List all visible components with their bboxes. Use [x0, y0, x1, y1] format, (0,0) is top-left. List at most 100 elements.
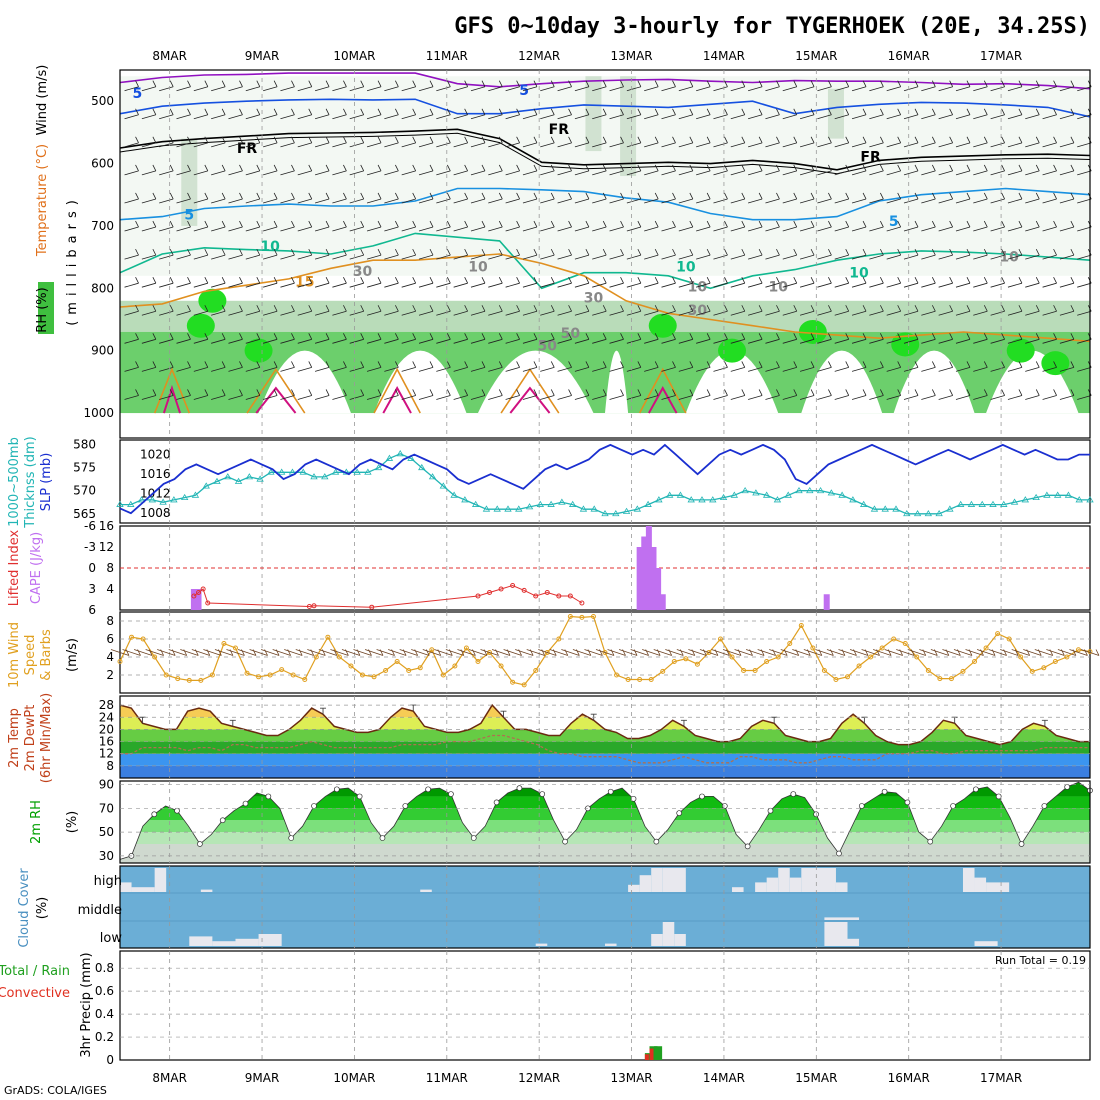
low-cloud-block [824, 922, 848, 946]
wind-barb [1042, 164, 1057, 176]
wind-barb [1059, 361, 1075, 372]
rh-point [881, 788, 888, 795]
wind-speed-point [706, 650, 712, 655]
wind-barb [193, 220, 209, 232]
wind-barb [834, 361, 850, 372]
thickness-marker [730, 491, 739, 498]
wind-speed-point [348, 663, 354, 669]
thickness-marker [859, 500, 868, 507]
precip-tick: 0 [106, 1053, 114, 1067]
wind-barb [1007, 333, 1023, 344]
top-date-label: 14MAR [703, 49, 745, 63]
wind-barb [540, 277, 555, 288]
wind-speed-point [660, 668, 666, 674]
thickness-marker [795, 486, 803, 494]
thickness-marker [159, 498, 167, 505]
wind-barb [1059, 220, 1075, 232]
wind-barb [245, 305, 261, 316]
wind-barb [973, 136, 988, 148]
wind-barb [886, 361, 902, 372]
contour-label: 10 [676, 259, 696, 275]
wind-barb [1059, 277, 1075, 288]
wind-barb [713, 192, 728, 204]
wind-barb [193, 277, 209, 288]
wind-barb [314, 80, 330, 92]
low-cloud-block [974, 941, 998, 946]
wind-barb [834, 80, 850, 92]
wind-barb [401, 108, 417, 120]
wind-barb [228, 248, 243, 260]
temp2m-axis-label: (6hr Min/Max) [39, 693, 54, 783]
cape-tick: 16 [99, 519, 114, 533]
wind-speed-point [1018, 654, 1024, 660]
rh-point [562, 838, 568, 845]
wind-barb [1042, 277, 1057, 288]
wind-barb [661, 389, 676, 400]
wind-barb [851, 192, 867, 204]
wind-barb [176, 333, 191, 344]
wind-barb [470, 220, 486, 232]
wind-barb [470, 164, 486, 176]
wind-speed-point [810, 645, 816, 651]
bottom-date-label: 10MAR [333, 1071, 375, 1085]
li-point [579, 600, 585, 606]
wind-speed-point [221, 641, 227, 646]
contour-label: 10 [999, 249, 1019, 265]
wind-barb [661, 305, 676, 316]
cape-bar [659, 594, 666, 610]
wind-barb [263, 192, 278, 204]
wind-speed-point [1029, 668, 1035, 674]
thickness-tick: 575 [73, 461, 96, 475]
wind-barb [938, 164, 954, 176]
wind-barb [851, 305, 867, 316]
high-cloud-block [766, 877, 779, 892]
rh-point [311, 803, 317, 809]
wind-barb [418, 164, 434, 176]
wind-speed-point [533, 668, 539, 673]
wind-barb [505, 80, 520, 92]
wind-barb [159, 136, 174, 148]
wind-barb [349, 108, 365, 120]
wind-barb [748, 220, 763, 232]
rh-point [950, 803, 956, 809]
wind-barb [245, 277, 261, 288]
wind-barb [782, 220, 798, 232]
wind-barb [817, 192, 832, 204]
wind-barb [765, 361, 780, 372]
rh2m-tick: 50 [99, 825, 114, 839]
wind-barb [228, 333, 243, 344]
wind-barb [280, 248, 295, 260]
wind-speed-point [1041, 665, 1047, 671]
wind-barb [921, 220, 936, 232]
wind-barb [696, 305, 711, 316]
wind-barb [886, 220, 902, 232]
wind-barb [609, 389, 624, 400]
wind-barb [609, 80, 624, 92]
rh-point [1041, 803, 1048, 809]
wind-barb [193, 108, 209, 120]
wind-barb [384, 361, 399, 372]
wind-barb [401, 192, 417, 204]
wind-barb [124, 192, 139, 204]
wind-barb [1042, 136, 1057, 148]
wind-barb [851, 136, 867, 148]
temp-band [120, 753, 1090, 766]
li-point [544, 590, 550, 595]
warm-isotherm-magenta [162, 384, 181, 414]
bottom-date-axis: 8MAR 9MAR 10MAR 11MAR 12MAR 13MAR 14MAR 15MAR 16… [152, 1071, 1022, 1085]
wind-barb [418, 389, 434, 400]
wind-barb [418, 220, 434, 232]
surface-wind-barb [1080, 649, 1100, 656]
wind-barb [574, 192, 590, 204]
wind-barb [851, 80, 867, 92]
wind-barb [263, 277, 278, 288]
rh-high-patch [891, 332, 920, 357]
wind-speed-point [152, 654, 158, 660]
wind-speed-point [498, 663, 504, 669]
contour-label: 50 [561, 326, 581, 342]
warm-isotherm [246, 367, 306, 414]
wind-barb [522, 192, 538, 204]
wind-barb [124, 164, 139, 176]
thickness-marker [202, 482, 210, 489]
wind-barb [488, 192, 503, 204]
